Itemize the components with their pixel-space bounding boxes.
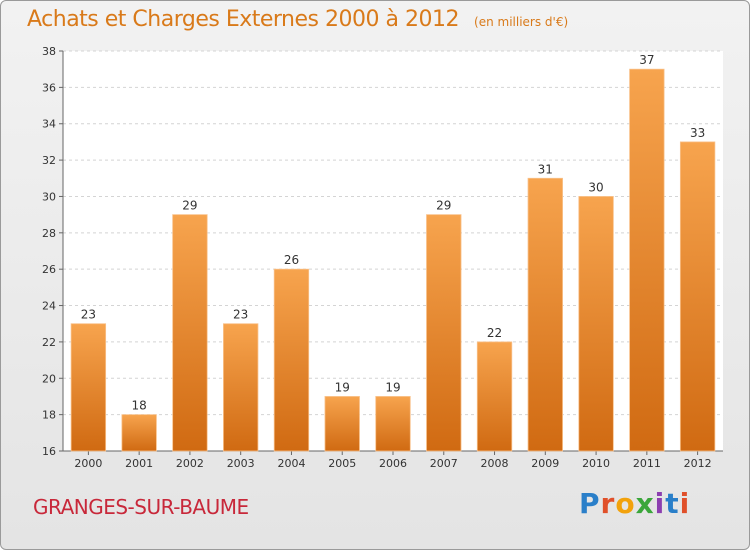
x-tick-label: 2005 [328,457,356,470]
proxiti-logo[interactable]: Proxiti [579,487,690,520]
logo-letter: i [679,487,691,520]
bars [70,68,716,452]
bar [375,396,411,452]
y-tick-labels: 16 18 20 22 24 26 28 30 32 34 36 38 [42,45,56,458]
data-label: 29 [436,199,451,213]
y-tick-label: 36 [42,81,56,94]
bar [324,396,360,452]
data-label: 22 [487,326,502,340]
bar [121,414,157,452]
bar [273,268,310,452]
bar [629,68,665,452]
data-label: 23 [233,308,248,322]
bar [426,214,462,452]
x-tick-label: 2007 [430,457,458,470]
y-tick-label: 28 [42,227,56,240]
y-tick-label: 20 [42,372,56,385]
data-label: 19 [335,380,350,394]
y-tick-label: 38 [42,45,56,58]
x-tick-label: 2008 [481,457,509,470]
logo-letter: x [635,487,655,520]
data-label: 26 [284,253,299,267]
y-tick-label: 16 [42,445,56,458]
y-tick-label: 30 [42,190,56,203]
data-label: 33 [690,126,705,140]
x-tick-label: 2000 [74,457,102,470]
data-label: 37 [639,53,654,67]
x-tick-label: 2010 [582,457,610,470]
logo-letter: o [615,487,636,520]
y-tick-label: 24 [42,300,56,313]
data-label: 23 [81,308,96,322]
commune-name: GRANGES-SUR-BAUME [33,495,249,519]
data-label: 19 [385,380,400,394]
data-labels: 23 18 29 23 26 19 19 29 22 31 30 37 33 [81,53,706,412]
logo-letter: i [654,487,666,520]
x-tick-label: 2012 [684,457,712,470]
y-tick-label: 32 [42,154,56,167]
x-tick-label: 2004 [277,457,305,470]
x-tick-label: 2002 [176,457,204,470]
logo-letter: P [579,487,601,520]
chart-title: Achats et Charges Externes 2000 à 2012 [27,7,459,32]
data-label: 18 [132,399,147,413]
y-tick-label: 18 [42,409,56,422]
title-line: Achats et Charges Externes 2000 à 2012 (… [27,7,568,32]
bar [476,341,513,452]
bar [223,323,259,452]
x-tick-labels: 2000 2001 2002 2003 2004 2005 2006 2007 2008 2009… [74,457,711,470]
bar [527,177,563,452]
bar [172,214,208,452]
chart-unit: (en milliers d'€) [474,15,569,29]
logo-letter: t [665,487,680,520]
x-tick-label: 2011 [633,457,661,470]
bar [578,196,614,452]
logo-letter: r [600,487,616,520]
x-tick-label: 2006 [379,457,407,470]
x-tick-label: 2009 [531,457,559,470]
data-label: 29 [182,199,197,213]
bar [679,141,716,452]
x-tick-label: 2001 [125,457,153,470]
bar [70,323,107,452]
x-tick-label: 2003 [227,457,255,470]
y-tick-label: 26 [42,263,56,276]
data-label: 31 [538,162,553,176]
data-label: 30 [588,180,603,194]
y-tick-label: 34 [42,118,56,131]
y-tick-label: 22 [42,336,56,349]
